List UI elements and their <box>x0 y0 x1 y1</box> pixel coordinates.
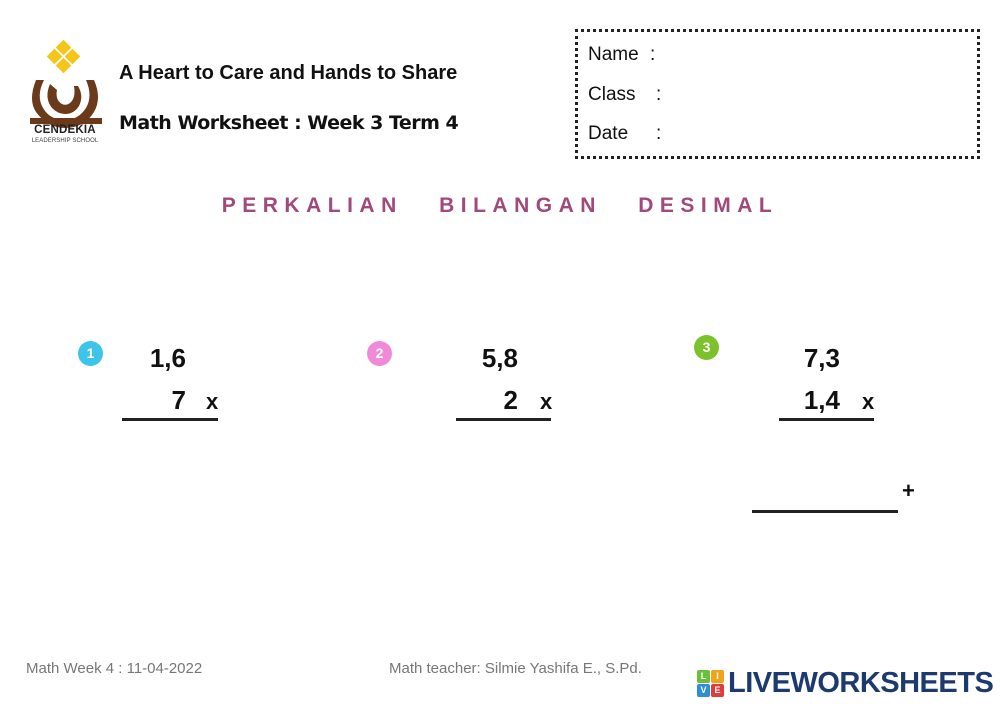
cendekia-logo-icon <box>30 40 102 128</box>
problem-3-plus-sign: + <box>902 478 915 503</box>
problem-1-answer-line[interactable] <box>122 418 218 421</box>
live-letter-e: E <box>711 683 724 697</box>
name-field[interactable]: Name: <box>588 44 656 66</box>
problem-2-multiplicand: 5,8 <box>481 343 518 373</box>
worksheet-title: Math Worksheet : Week 3 Term 4 <box>119 112 459 134</box>
problem-1-multiplicand: 1,6 <box>149 343 186 373</box>
date-field[interactable]: Date: <box>588 123 661 145</box>
date-label: Date <box>588 123 629 144</box>
problem-3-badge: 3 <box>694 335 719 360</box>
problem-3-answer-line[interactable] <box>752 510 898 513</box>
class-field[interactable]: Class: <box>588 84 661 106</box>
problem-2-badge: 2 <box>367 341 392 366</box>
brand-name: LIVEWORKSHEETS <box>728 666 994 699</box>
date-separator: : <box>656 123 662 144</box>
problem-3-multiply-sign: x <box>862 389 875 414</box>
problem-1-badge: 1 <box>78 341 103 366</box>
liveworksheets-brand[interactable]: L I V E LIVEWORKSHEETS <box>697 666 994 699</box>
live-letter-l: L <box>697 669 710 683</box>
school-name: CENDEKIA <box>34 124 96 136</box>
school-motto: A Heart to Care and Hands to Share <box>119 62 458 84</box>
student-info-box: Name: Class: Date: <box>575 29 980 159</box>
problem-2-answer-line[interactable] <box>456 418 551 421</box>
live-letter-v: V <box>697 683 710 697</box>
class-separator: : <box>656 84 662 105</box>
problem-1-multiply-sign: x <box>206 389 219 414</box>
problem-2-multiplier: 2 <box>503 385 518 415</box>
problem-3-partial-line[interactable] <box>779 418 874 421</box>
footer-teacher: Math teacher: Silmie Yashifa E., S.Pd. <box>389 660 642 677</box>
problem-3-multiplicand: 7,3 <box>803 343 840 373</box>
worksheet-heading: PERKALIAN BILANGAN DESIMAL <box>221 194 779 217</box>
footer-week-date: Math Week 4 : 11-04-2022 <box>26 660 203 677</box>
name-label: Name <box>588 44 639 65</box>
problem-1-multiplier: 7 <box>171 385 186 415</box>
live-logo-icon: L I V E <box>697 669 724 697</box>
school-subtitle: LEADERSHIP SCHOOL <box>31 138 99 144</box>
class-label: Class <box>588 84 636 105</box>
live-letter-i: I <box>711 669 724 683</box>
problem-3-multiplier: 1,4 <box>803 385 840 415</box>
name-separator: : <box>650 44 656 65</box>
problem-2-multiply-sign: x <box>540 389 553 414</box>
